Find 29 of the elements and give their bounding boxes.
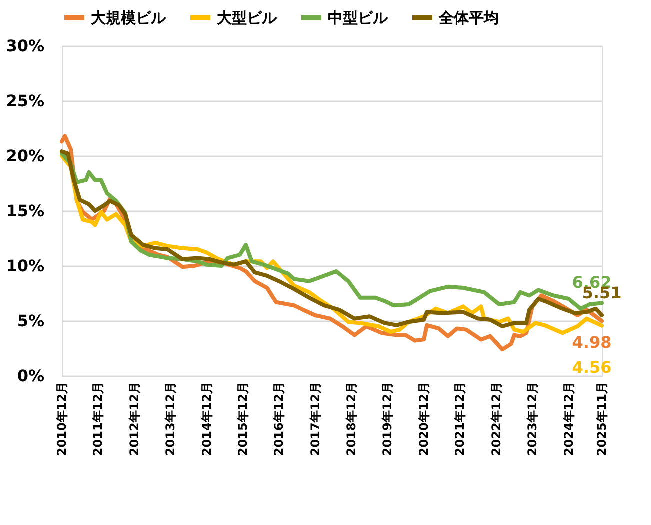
x-tick-label: 2024年12月	[562, 382, 576, 456]
x-tick-label: 2013年12月	[164, 382, 178, 456]
y-tick-label: 15%	[6, 202, 44, 220]
legend-label: 中型ビル	[328, 8, 389, 27]
y-tick-label: 30%	[6, 36, 44, 56]
x-tick-label: 2014年12月	[200, 382, 214, 456]
x-tick-label: 2010年12月	[55, 382, 69, 456]
data-label: 4.56	[572, 358, 612, 377]
x-tick-label: 2020年12月	[417, 382, 432, 456]
y-tick-label: 5%	[17, 312, 44, 330]
x-tick-label: 2022年12月	[489, 382, 504, 456]
y-tick-label: 20%	[6, 146, 44, 166]
y-tick-label: 10%	[6, 256, 44, 276]
x-tick-label: 2023年12月	[526, 382, 540, 456]
x-tick-label: 2017年12月	[308, 382, 322, 456]
x-tick-label: 2025年11月	[595, 382, 609, 456]
data-label: 4.98	[572, 333, 612, 352]
x-tick-label: 2012年12月	[127, 382, 142, 456]
x-tick-label: 2018年12月	[344, 382, 359, 456]
y-tick-label: 0%	[17, 366, 44, 386]
legend-label: 大規模ビル	[91, 8, 167, 27]
x-tick-label: 2016年12月	[272, 382, 286, 456]
x-tick-label: 2011年12月	[91, 382, 106, 456]
legend-label: 大型ビル	[217, 8, 278, 27]
legend-label: 全体平均	[438, 8, 499, 27]
x-tick-label: 2021年12月	[453, 382, 468, 456]
x-tick-label: 2015年12月	[236, 382, 250, 456]
y-tick-label: 25%	[6, 92, 44, 110]
x-tick-label: 2019年12月	[380, 382, 395, 456]
